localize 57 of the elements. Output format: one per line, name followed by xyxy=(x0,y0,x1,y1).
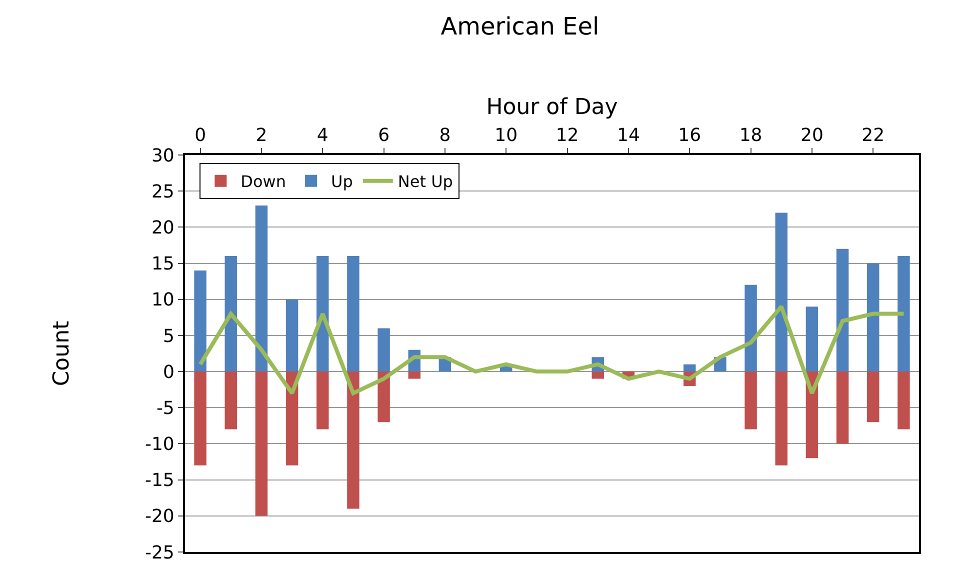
bar xyxy=(347,372,360,509)
x-tick-label: 22 xyxy=(862,124,885,146)
y-tick-label: 5 xyxy=(162,326,174,347)
y-tick-label: 25 xyxy=(151,181,174,202)
bar xyxy=(224,372,237,430)
y-axis-title: Count xyxy=(49,320,74,386)
legend-label: Down xyxy=(240,172,286,192)
x-tick-label: 12 xyxy=(556,124,579,146)
y-tick-label: -10 xyxy=(144,434,174,456)
y-tick-label: 15 xyxy=(151,254,174,275)
bar xyxy=(286,299,298,372)
line-series xyxy=(198,304,906,396)
y-tick-label: -20 xyxy=(144,506,174,528)
bar xyxy=(684,364,696,372)
bar xyxy=(408,372,420,379)
bar xyxy=(194,372,206,466)
x-tick-label: 20 xyxy=(800,124,824,146)
bar xyxy=(836,372,849,444)
bar xyxy=(744,284,757,372)
y-tick-label: -25 xyxy=(144,542,174,564)
x-tick-label: 10 xyxy=(494,124,518,146)
bar xyxy=(867,372,880,422)
bar xyxy=(867,263,880,372)
bar xyxy=(347,256,360,372)
y-tick-label: 30 xyxy=(151,145,174,166)
bar xyxy=(378,328,390,372)
bar xyxy=(255,372,268,516)
x-tick-label: 6 xyxy=(378,124,390,146)
bar xyxy=(316,372,329,430)
chart-title: American Eel xyxy=(440,12,600,40)
bar xyxy=(378,372,390,422)
bar xyxy=(744,372,757,430)
x-tick-label: 2 xyxy=(256,124,268,146)
y-tick-label: -15 xyxy=(144,470,174,492)
x-tick-label: 14 xyxy=(617,124,640,146)
y-tick-label: 0 xyxy=(162,362,174,383)
bar xyxy=(836,248,849,372)
bar xyxy=(194,270,206,372)
bar xyxy=(806,306,818,372)
legend-label: Up xyxy=(331,172,353,192)
x-axis-title: Hour of Day xyxy=(486,95,618,120)
bar xyxy=(224,256,237,372)
bar xyxy=(898,372,910,430)
x-tick-label: 18 xyxy=(739,124,762,146)
bar xyxy=(775,372,788,466)
bar xyxy=(255,206,268,372)
x-tick-label: 8 xyxy=(439,124,451,146)
x-tick-label: 4 xyxy=(316,124,328,146)
bar xyxy=(898,256,910,372)
bar xyxy=(592,372,604,379)
legend-label: Net Up xyxy=(398,172,453,192)
x-tick-label: 0 xyxy=(194,124,206,146)
x-tick-label: 16 xyxy=(678,124,702,146)
y-tick-label: -5 xyxy=(156,398,174,419)
bar xyxy=(775,212,788,372)
y-tick-label: 10 xyxy=(151,290,174,311)
y-tick-label: 20 xyxy=(151,217,174,238)
